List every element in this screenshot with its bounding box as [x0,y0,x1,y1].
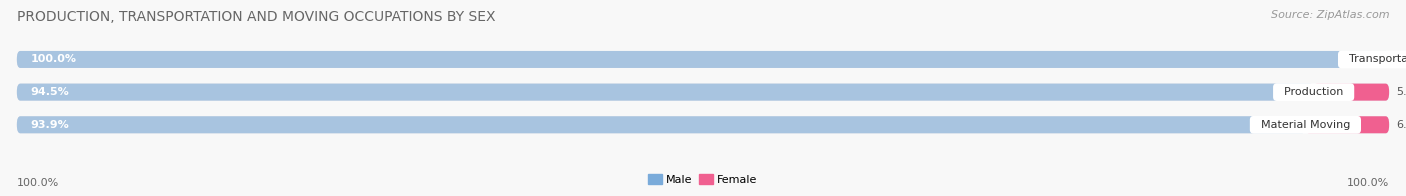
Text: 5.5%: 5.5% [1396,87,1406,97]
FancyBboxPatch shape [17,84,1389,101]
Text: 100.0%: 100.0% [31,54,76,64]
Text: Source: ZipAtlas.com: Source: ZipAtlas.com [1271,10,1389,20]
FancyBboxPatch shape [1313,84,1389,101]
FancyBboxPatch shape [17,116,1389,133]
FancyBboxPatch shape [17,116,1305,133]
Legend: Male, Female: Male, Female [644,170,762,190]
Text: 94.5%: 94.5% [31,87,69,97]
Text: 100.0%: 100.0% [1347,178,1389,188]
Text: Production: Production [1277,87,1350,97]
Text: 100.0%: 100.0% [17,178,59,188]
FancyBboxPatch shape [17,51,1389,68]
FancyBboxPatch shape [17,84,1313,101]
Text: PRODUCTION, TRANSPORTATION AND MOVING OCCUPATIONS BY SEX: PRODUCTION, TRANSPORTATION AND MOVING OC… [17,10,495,24]
Text: Material Moving: Material Moving [1254,120,1357,130]
Text: Transportation: Transportation [1341,54,1406,64]
FancyBboxPatch shape [17,51,1389,68]
Text: 93.9%: 93.9% [31,120,69,130]
Text: 6.1%: 6.1% [1396,120,1406,130]
FancyBboxPatch shape [1305,116,1389,133]
